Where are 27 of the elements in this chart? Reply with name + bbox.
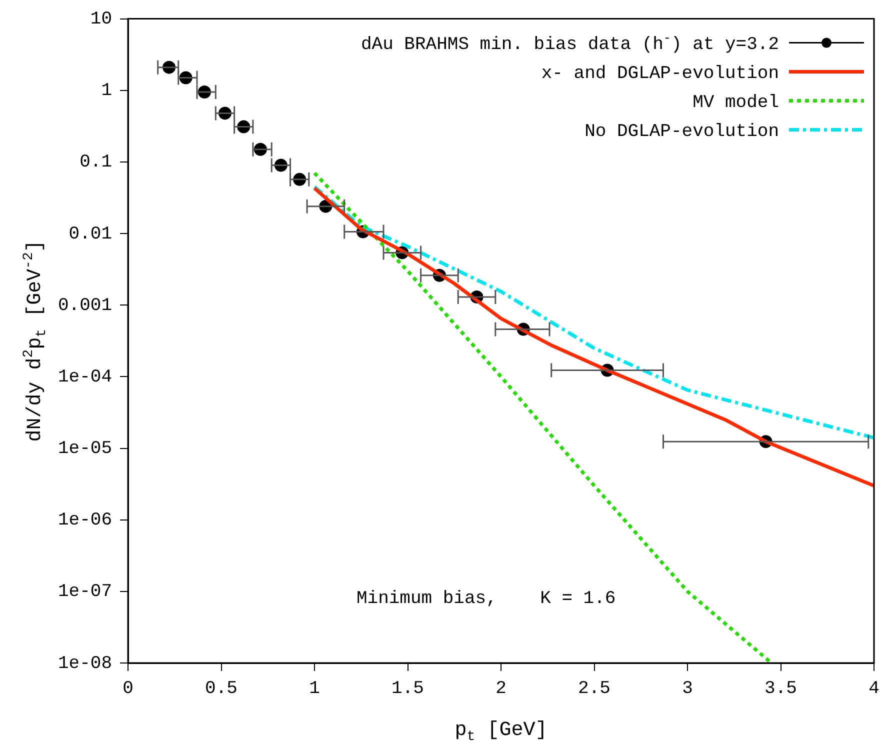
x-tick-label: 1 [309, 678, 320, 699]
y-tick-label: 1e-08 [58, 654, 112, 674]
y-tick-label: 10 [90, 10, 112, 30]
y-axis-title: dN/dy d2pt [GeV-2] [21, 240, 50, 442]
legend-label: No DGLAP-evolution [584, 122, 780, 142]
y-tick-label: 1e-04 [58, 367, 112, 388]
x-tick-label: 4 [868, 678, 880, 699]
x-tick-label: 0.5 [205, 678, 238, 699]
line-series [312, 171, 774, 665]
legend-label: MV model [692, 92, 780, 113]
annotation: Minimum bias, K = 1.6 [356, 589, 616, 609]
y-tick-label: 1 [101, 81, 112, 102]
legend-label: dAu BRAHMS min. bias data (h-) at y=3.2 [360, 32, 780, 55]
x-tick-label: 3.5 [764, 678, 797, 699]
y-tick-label: 0.01 [68, 224, 112, 244]
legend-label: x- and DGLAP-evolution [541, 64, 779, 84]
y-tick-label: 1e-07 [58, 582, 112, 602]
y-tick-label: 0.1 [80, 152, 112, 173]
x-tick-label: 0 [122, 678, 134, 699]
y-tick-label: 0.001 [58, 296, 112, 316]
x-tick-label: 3 [682, 678, 693, 699]
line-series [312, 185, 876, 440]
x-tick-label: 2 [496, 678, 506, 699]
x-tick-label: 2.5 [578, 678, 610, 699]
y-tick-label: 1e-06 [58, 510, 112, 531]
x-tick-label: 1.5 [392, 678, 424, 699]
y-tick-label: 1e-05 [58, 439, 112, 460]
